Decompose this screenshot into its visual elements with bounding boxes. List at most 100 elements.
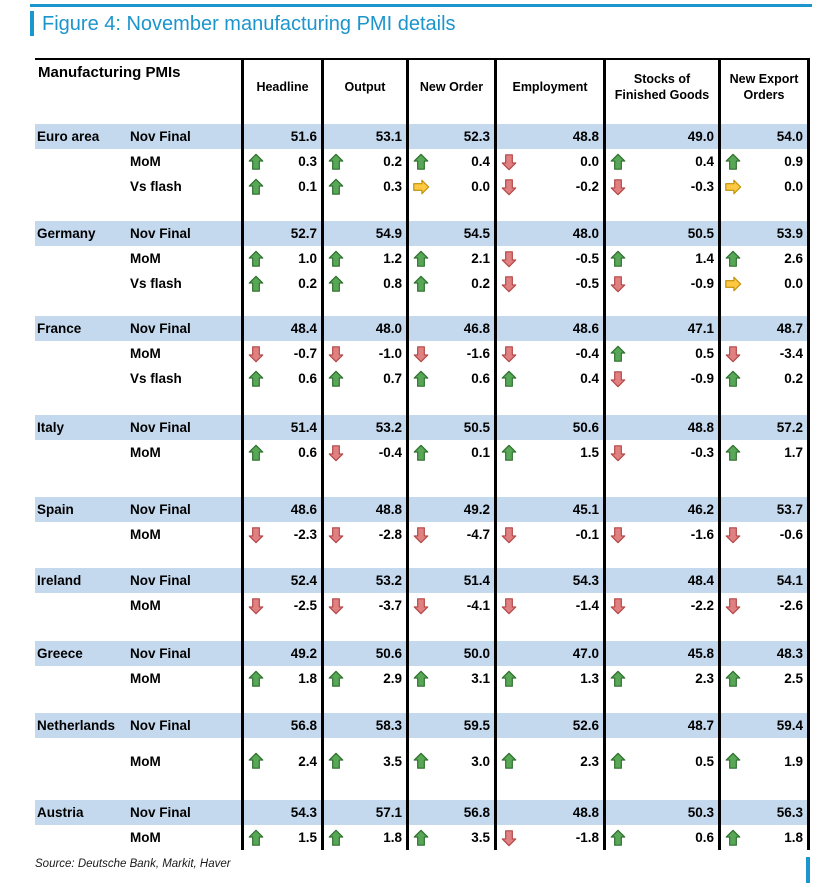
value-cell: 50.3	[603, 800, 718, 825]
value-cell	[241, 116, 321, 124]
down-arrow	[609, 526, 627, 544]
up-arrow	[247, 275, 265, 293]
row-type-label: Nov Final	[130, 497, 241, 522]
cell-value: 48.8	[687, 420, 714, 435]
value-cell: 54.0	[718, 124, 810, 149]
cell-value: 48.3	[776, 646, 803, 661]
value-cell: 0.5	[603, 341, 718, 366]
cell-value: 58.3	[375, 718, 402, 733]
up-arrow	[500, 670, 518, 688]
up-arrow	[609, 670, 627, 688]
value-cell	[406, 391, 494, 415]
up-arrow	[609, 153, 627, 171]
cell-value: 1.9	[784, 753, 803, 769]
value-cell: 49.2	[241, 641, 321, 666]
value-cell: 0.0	[718, 271, 810, 296]
cell-value: -0.3	[690, 445, 714, 460]
right-arrow-icon	[725, 276, 742, 291]
value-cell: 59.4	[718, 713, 810, 738]
cell-value: 0.4	[695, 154, 714, 169]
up-arrow	[724, 829, 742, 847]
value-cell: 1.0	[241, 246, 321, 271]
up-arrow	[500, 752, 518, 770]
up-arrow-icon	[328, 153, 344, 170]
cell-value: 45.1	[572, 502, 599, 517]
value-cell: 54.9	[321, 221, 406, 246]
country-label: Ireland	[35, 568, 130, 593]
table-row: Austria Nov Final 54.3 57.1 56.8 48.8 50.3 56.3	[35, 800, 810, 825]
column-header: Stocks of Finished Goods	[603, 60, 718, 116]
right-arrow	[412, 178, 430, 196]
value-cell: -0.6	[718, 522, 810, 547]
page-border-mark	[806, 857, 810, 883]
row-type-label: MoM	[130, 346, 161, 361]
value-cell: -2.6	[718, 593, 810, 618]
up-arrow	[327, 275, 345, 293]
value-cell: -1.4	[494, 593, 603, 618]
up-arrow	[724, 370, 742, 388]
down-arrow	[500, 250, 518, 268]
down-arrow-icon	[413, 597, 429, 614]
value-cell	[718, 547, 810, 568]
value-cell: 51.4	[406, 568, 494, 593]
value-cell: 1.4	[603, 246, 718, 271]
country-label	[35, 593, 130, 618]
value-cell	[718, 784, 810, 800]
up-arrow	[327, 670, 345, 688]
cell-value: 53.9	[776, 226, 803, 241]
cell-value: 49.2	[463, 502, 490, 517]
cell-value: 2.3	[695, 671, 714, 686]
value-cell	[406, 199, 494, 221]
value-cell: 54.3	[241, 800, 321, 825]
value-cell: 48.7	[718, 316, 810, 341]
up-arrow	[247, 670, 265, 688]
value-cell	[406, 465, 494, 497]
cell-value: 0.0	[580, 154, 599, 169]
figure-title-block: Figure 4: November manufacturing PMI det…	[30, 11, 456, 36]
cell-value: 0.0	[784, 179, 803, 194]
value-cell	[603, 199, 718, 221]
value-cell	[603, 465, 718, 497]
value-cell: -4.7	[406, 522, 494, 547]
down-arrow-icon	[501, 829, 517, 846]
row-type-label: Vs flash	[130, 371, 182, 386]
value-cell: 48.7	[603, 713, 718, 738]
up-arrow-icon	[328, 275, 344, 292]
up-arrow	[327, 153, 345, 171]
column-header: Output	[321, 60, 406, 116]
value-cell	[494, 296, 603, 316]
spacer-cell	[130, 784, 241, 800]
value-cell: 0.1	[406, 440, 494, 465]
up-arrow	[327, 178, 345, 196]
cell-value: 45.8	[687, 646, 714, 661]
cell-value: 0.3	[298, 154, 317, 169]
cell-value: 48.6	[290, 502, 317, 517]
cell-value: 48.0	[375, 321, 402, 336]
cell-value: 54.3	[572, 573, 599, 588]
up-arrow	[609, 752, 627, 770]
value-cell: 1.5	[494, 440, 603, 465]
value-cell: 3.0	[406, 738, 494, 784]
value-cell	[241, 465, 321, 497]
cell-value: -0.7	[293, 346, 317, 361]
country-label	[35, 666, 130, 691]
down-arrow-icon	[725, 345, 741, 362]
cell-value: -0.5	[575, 251, 599, 266]
value-cell	[241, 618, 321, 641]
value-cell	[603, 618, 718, 641]
value-cell	[718, 391, 810, 415]
up-arrow-icon	[413, 829, 429, 846]
down-arrow-icon	[610, 370, 626, 387]
value-cell: 53.7	[718, 497, 810, 522]
table-row: Vs flash 0.6 0.7 0.6 0.4 -0.9 0.2	[35, 366, 810, 391]
value-cell: 47.1	[603, 316, 718, 341]
value-cell	[718, 116, 810, 124]
value-cell: 2.1	[406, 246, 494, 271]
value-cell: -0.4	[494, 341, 603, 366]
up-arrow-icon	[248, 153, 264, 170]
down-arrow	[609, 444, 627, 462]
value-cell: 0.0	[718, 174, 810, 199]
spacer-cell	[35, 618, 130, 641]
cell-value: 53.2	[375, 420, 402, 435]
cell-value: 0.4	[580, 371, 599, 386]
